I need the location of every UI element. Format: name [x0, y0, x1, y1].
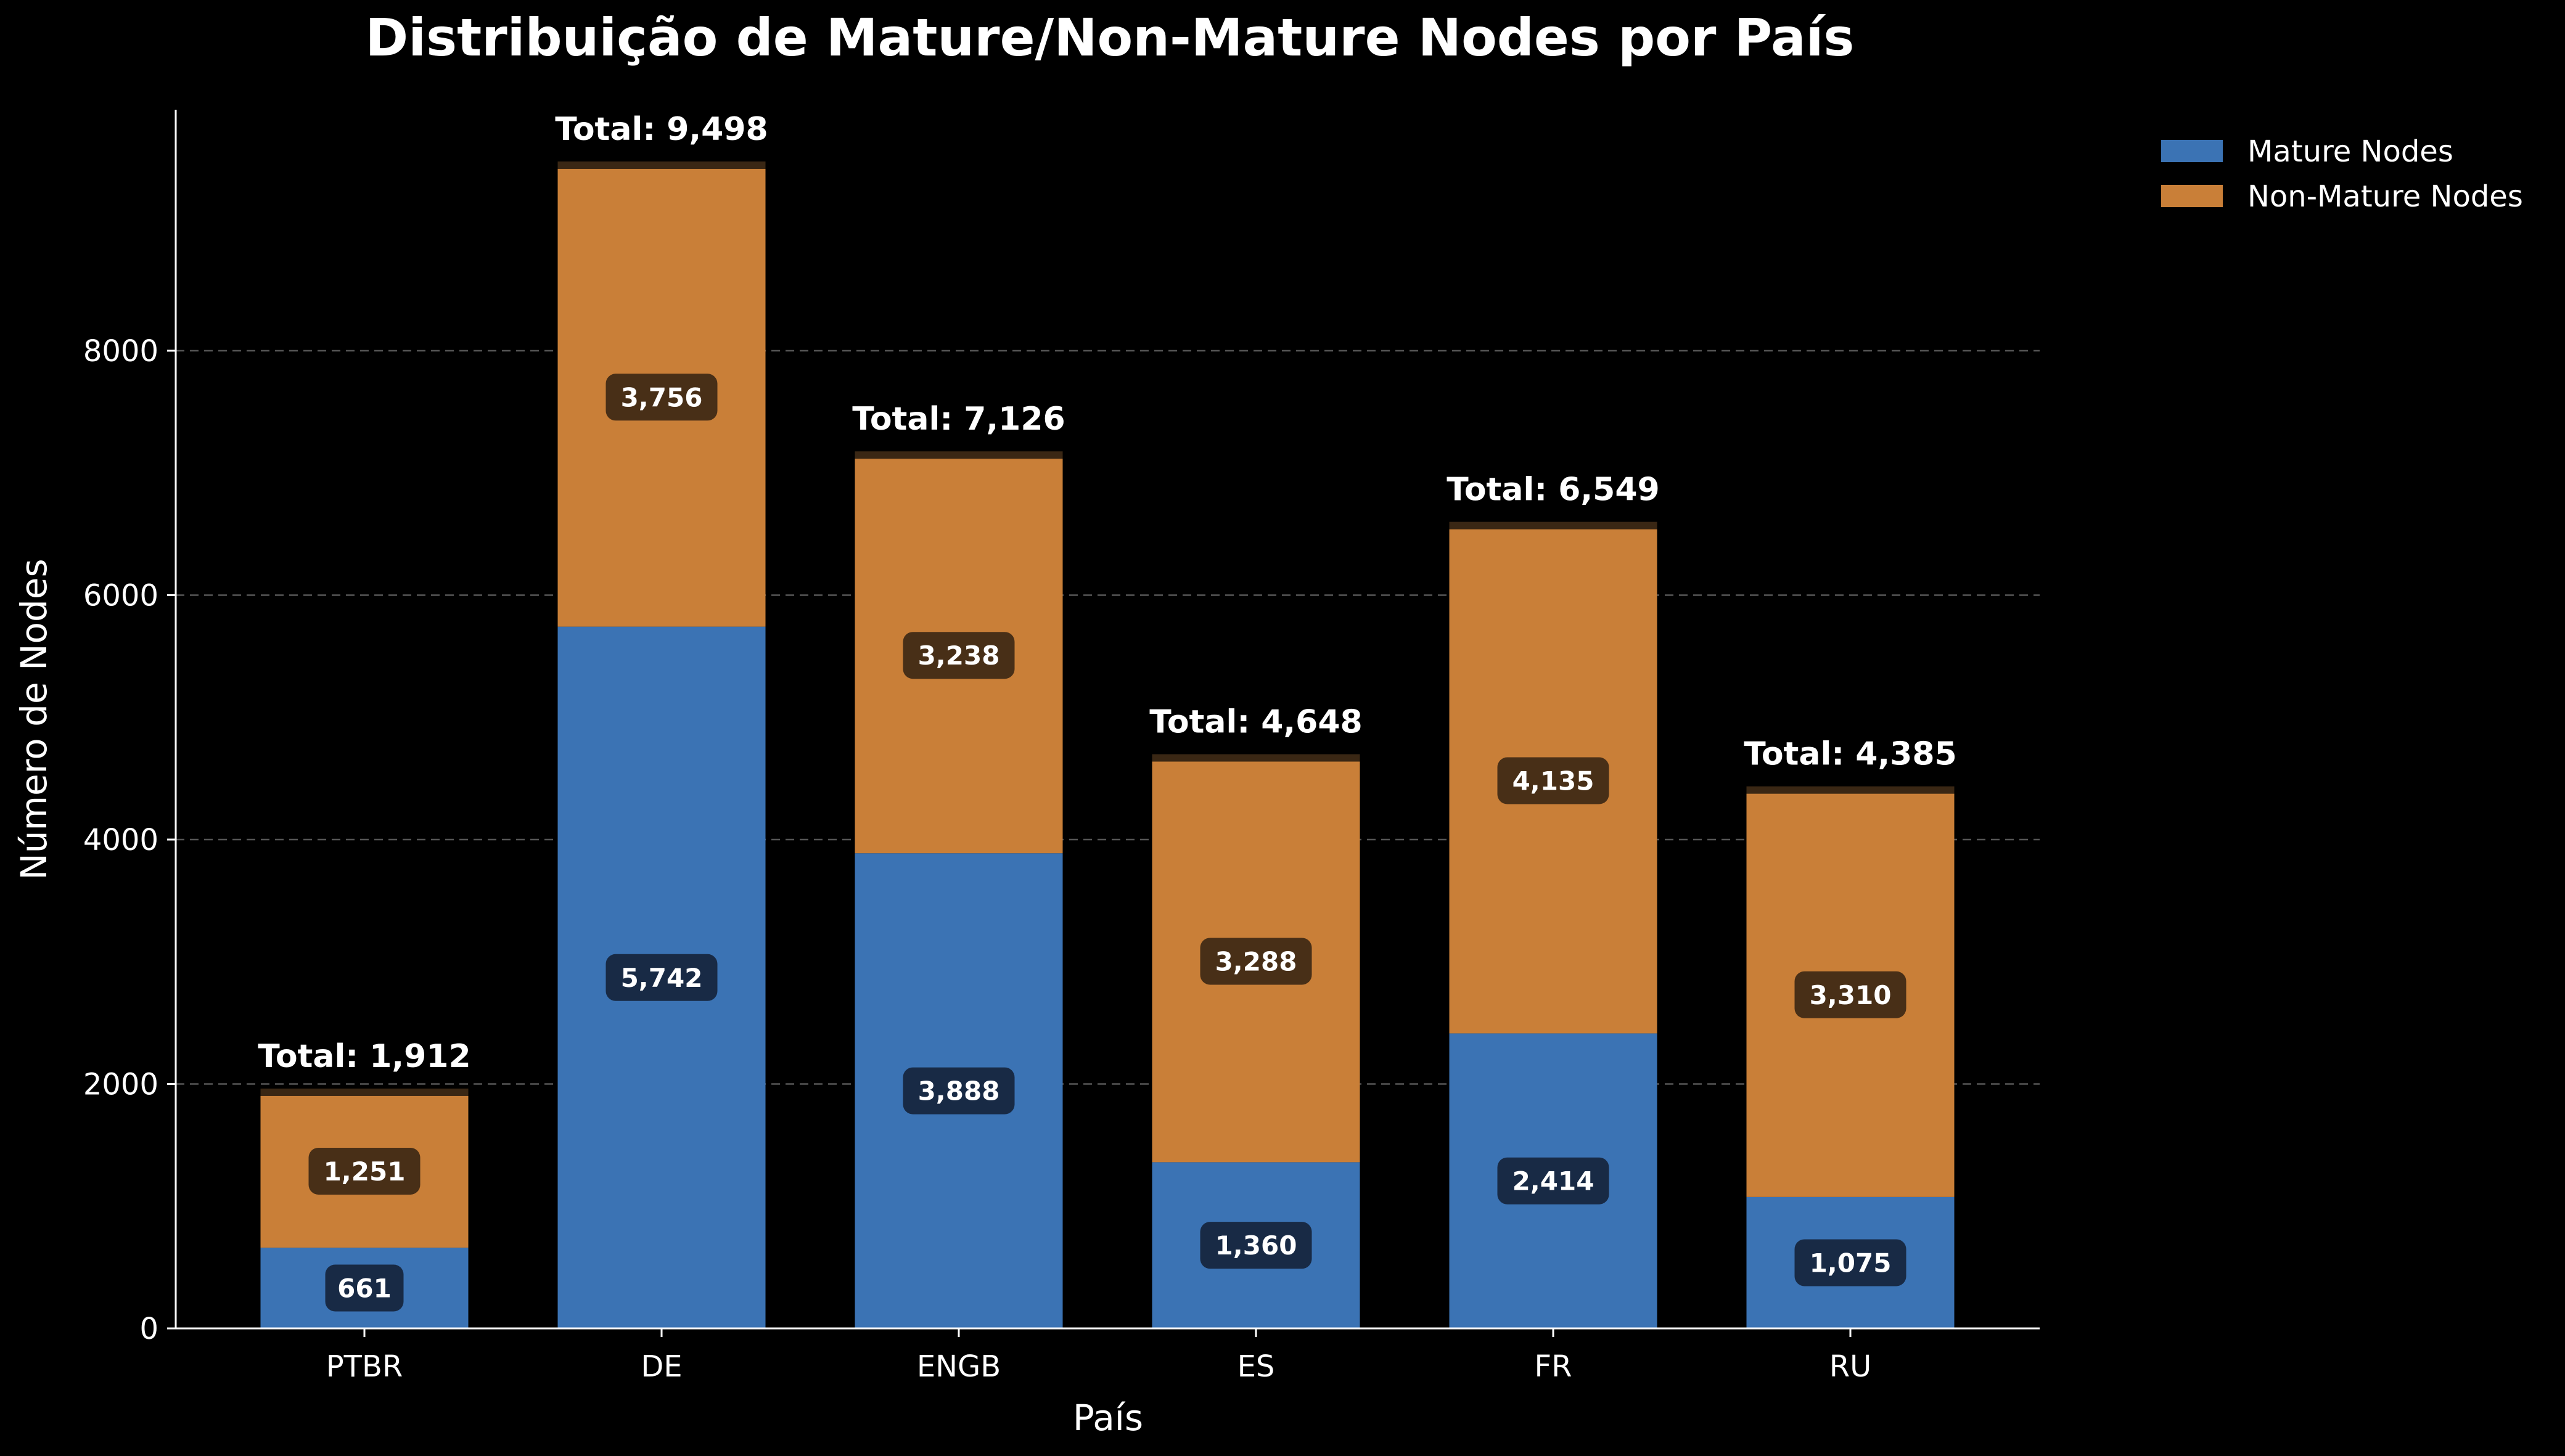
segment-label-text: 3,756 — [621, 382, 703, 412]
segment-label-box — [1794, 1239, 1906, 1286]
total-label: Total: 6,549 — [1447, 472, 1659, 509]
bar-cap — [260, 1088, 469, 1096]
segment-value-label: 661 — [325, 1264, 404, 1312]
segment-label-box — [1200, 1222, 1312, 1269]
total-label: Total: 4,648 — [1149, 704, 1362, 741]
legend-label: Mature Nodes — [2247, 134, 2453, 169]
chart-title: Distribuição de Mature/Non-Mature Nodes … — [366, 7, 1855, 68]
segment-label-text: 5,742 — [621, 963, 703, 993]
x-tick-label: DE — [641, 1349, 682, 1384]
segment-label-box — [325, 1264, 404, 1312]
y-tick-label: 4000 — [83, 823, 158, 857]
x-tick-label: RU — [1829, 1349, 1871, 1384]
segment-label-text: 1,075 — [1810, 1248, 1892, 1278]
bar-cap — [1746, 786, 1955, 794]
segment-label-text: 3,288 — [1215, 946, 1297, 976]
segment-label-text: 1,251 — [324, 1156, 406, 1187]
segment-value-label: 1,360 — [1200, 1222, 1312, 1269]
segment-value-label: 1,251 — [308, 1147, 421, 1195]
legend: Mature Nodes Non-Mature Nodes — [2161, 134, 2523, 214]
total-label: Total: 9,498 — [555, 111, 768, 148]
segment-label-text: 3,238 — [918, 640, 1000, 671]
segment-label-text: 2,414 — [1512, 1166, 1594, 1196]
segment-value-label: 1,075 — [1794, 1239, 1906, 1286]
segment-label-text: 661 — [337, 1273, 392, 1303]
y-tick-label: 6000 — [83, 578, 158, 613]
segment-value-label: 3,888 — [903, 1067, 1015, 1114]
total-label: Total: 7,126 — [852, 401, 1065, 438]
segment-label-box — [605, 954, 718, 1001]
x-tick-label: ENGB — [917, 1349, 1001, 1384]
bar-cap — [557, 161, 766, 169]
legend-label: Non-Mature Nodes — [2247, 179, 2523, 214]
segment-value-label: 2,414 — [1497, 1157, 1609, 1204]
segment-label-box — [903, 632, 1015, 679]
legend-item: Mature Nodes — [2161, 134, 2453, 169]
segment-label-box — [1497, 757, 1609, 804]
x-tick-label: ES — [1237, 1349, 1275, 1384]
x-tick-label: PTBR — [326, 1349, 403, 1384]
total-label: Total: 1,912 — [258, 1038, 470, 1075]
y-tick-label: 2000 — [83, 1067, 158, 1102]
segment-value-label: 3,310 — [1794, 971, 1906, 1018]
segment-label-text: 3,310 — [1810, 980, 1892, 1010]
segment-label-text: 3,888 — [918, 1076, 1000, 1106]
grid-layer — [176, 350, 2040, 1085]
bar-cap — [855, 451, 1063, 459]
segment-label-box — [903, 1067, 1015, 1114]
segment-label-box — [1497, 1157, 1609, 1204]
segment-label-text: 1,360 — [1215, 1230, 1297, 1261]
bar-cap — [1152, 754, 1360, 762]
total-label: Total: 4,385 — [1744, 736, 1956, 773]
segment-label-text: 4,135 — [1512, 766, 1594, 796]
legend-swatch — [2161, 140, 2223, 162]
segment-label-box — [1794, 971, 1906, 1018]
labels-layer: 661 1,251 Total: 1,912 5,742 3,756 Total: 9,4… — [258, 111, 1957, 1312]
segment-value-label: 3,756 — [605, 374, 718, 421]
segment-label-box — [605, 374, 718, 421]
y-tick-label: 8000 — [83, 334, 158, 369]
y-axis-label: Número de Nodes — [13, 558, 55, 880]
legend-swatch — [2161, 185, 2223, 207]
bars-layer — [260, 161, 1955, 1328]
axes-layer: 0 2000 4000 6000 8000 PTBR DE ENGB ES FR RU — [83, 110, 2040, 1384]
segment-value-label: 5,742 — [605, 954, 718, 1001]
segment-value-label: 4,135 — [1497, 757, 1609, 804]
segment-label-box — [308, 1147, 421, 1195]
x-axis-label: País — [1073, 1397, 1143, 1439]
x-tick-label: FR — [1535, 1349, 1572, 1384]
segment-label-box — [1200, 938, 1312, 985]
segment-value-label: 3,288 — [1200, 938, 1312, 985]
bar-cap — [1449, 521, 1657, 530]
y-tick-label: 0 — [139, 1312, 158, 1346]
segment-value-label: 3,238 — [903, 632, 1015, 679]
legend-item: Non-Mature Nodes — [2161, 179, 2523, 214]
